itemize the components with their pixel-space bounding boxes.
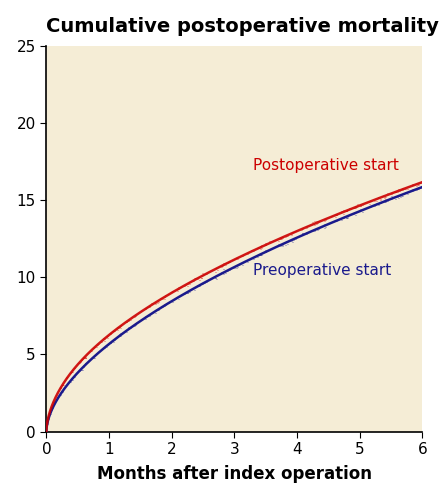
- Text: Preoperative start: Preoperative start: [253, 264, 392, 278]
- Text: Postoperative start: Postoperative start: [253, 158, 399, 174]
- X-axis label: Months after index operation: Months after index operation: [97, 466, 372, 483]
- Text: Cumulative postoperative mortality (%): Cumulative postoperative mortality (%): [46, 16, 444, 36]
